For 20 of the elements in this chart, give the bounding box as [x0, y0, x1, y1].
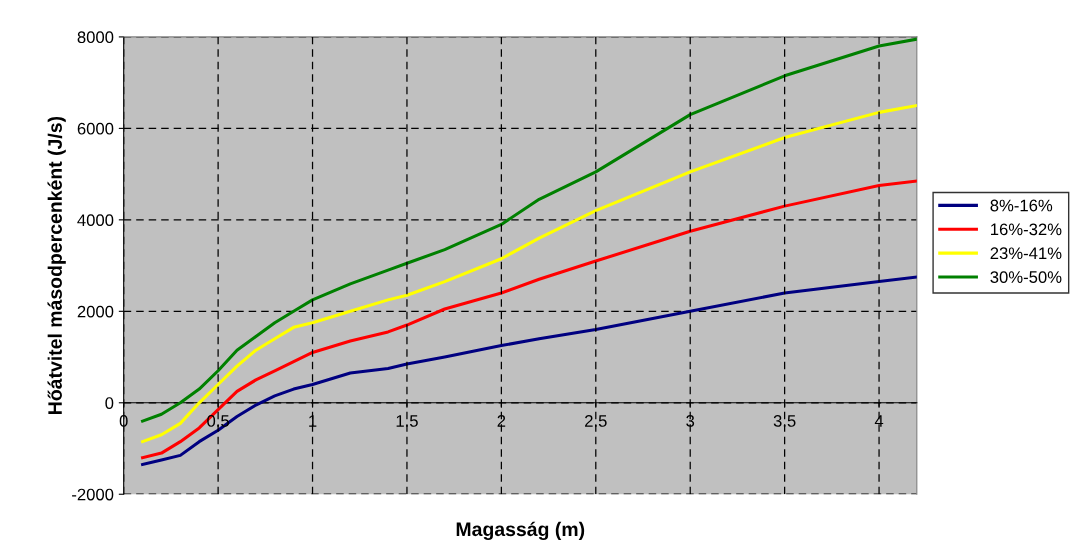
x-tick-label: 3: [686, 415, 695, 427]
x-axis-title: Magasság (m): [456, 521, 585, 541]
legend-label: 30%-50%: [990, 271, 1062, 283]
legend-label: 8%-16%: [990, 199, 1053, 212]
line-series: [141, 179, 917, 460]
x-tick-label: 4: [874, 415, 884, 427]
y-axis-title: Hőátvitel másodpercenként (J/s): [47, 116, 66, 414]
y-tick-label: 8000: [77, 31, 114, 44]
x-tick-label: 2.5: [585, 415, 607, 427]
y-tick-label: -2000: [72, 488, 114, 501]
y-tick-label: 4000: [77, 214, 114, 227]
y-tick-label: 6000: [77, 122, 114, 135]
x-tick-label: 1.5: [396, 415, 418, 427]
legend-label: 23%-41%: [990, 247, 1062, 260]
legend-label: 16%-32%: [991, 223, 1062, 236]
line-series: [141, 275, 917, 467]
x-tick-label: 3.5: [773, 415, 796, 427]
y-tick-label: 0: [105, 397, 114, 409]
y-tick-label: 2000: [77, 305, 114, 318]
line-series: [141, 103, 917, 444]
